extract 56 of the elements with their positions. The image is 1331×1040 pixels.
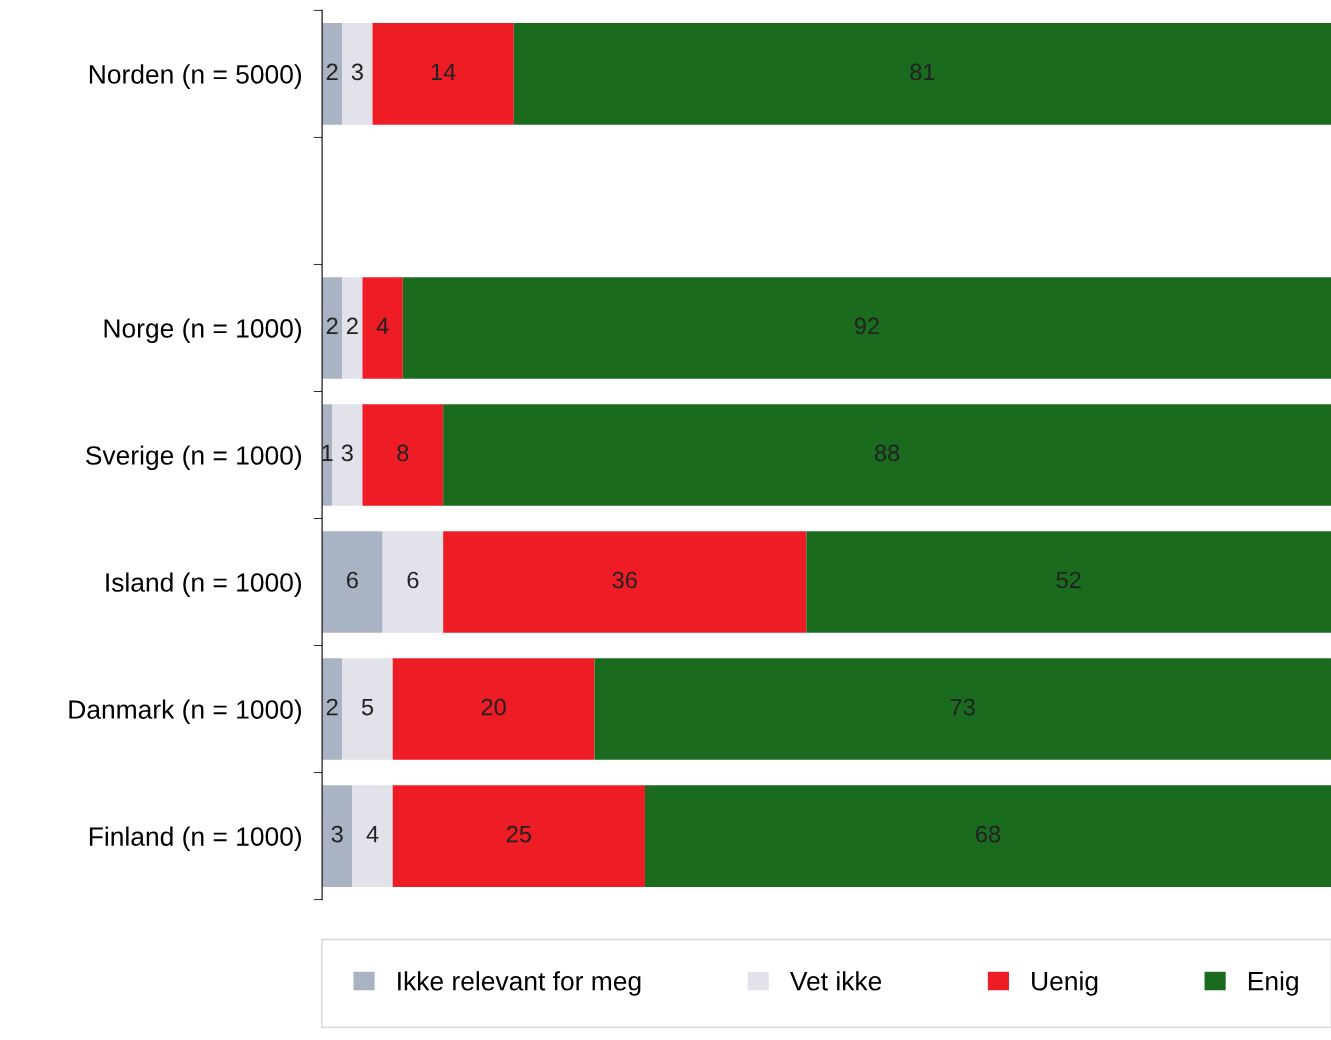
bar [382,531,444,633]
data-label: 4 [366,825,379,843]
data-label: 2 [326,317,338,335]
bar [372,23,514,125]
bar [342,658,393,760]
legend-label: Ikke relevant for meg [398,971,641,996]
bar [513,23,1331,125]
legend-label: Uenig [1032,971,1098,996]
bar [332,404,363,506]
legend-label: Enig [1248,971,1298,996]
y-tick-label: Sverige (n = 1000) [86,445,302,471]
data-label: 73 [950,698,975,716]
bar [322,785,353,887]
bar [644,785,1331,887]
bar [443,531,807,633]
data-label: 5 [361,698,374,716]
data-label: 14 [431,63,456,81]
bar [322,658,343,760]
y-tick-label: Danmark (n = 1000) [69,699,302,725]
bar [392,658,595,760]
data-label: 68 [976,825,1001,843]
bar [342,23,373,125]
data-label: 3 [331,825,343,843]
bar [322,277,343,379]
data-label: 8 [397,444,409,462]
bar [322,531,383,633]
data-label: 52 [1056,571,1081,589]
bar [402,277,1331,379]
bar [443,404,1331,506]
bar [594,658,1331,760]
y-tick-label: Norden (n = 5000) [89,64,302,89]
data-label: 2 [346,317,358,335]
data-label: 92 [854,317,879,335]
data-label: 4 [376,317,389,335]
bar [362,277,403,379]
data-label: 6 [407,571,419,589]
data-label: 3 [351,63,363,81]
y-tick-label: Norge (n = 1000) [104,318,302,344]
legend-label: Vet ikke [789,971,882,991]
bar [322,23,343,125]
y-tick-label: Finland (n = 1000) [89,826,302,852]
bar [362,404,444,506]
bar [342,277,363,379]
bar [806,531,1331,633]
data-label: 6 [347,571,358,589]
y-tick-label: Island (n = 1000) [106,572,302,598]
data-label: 2 [326,698,338,716]
data-label: 36 [612,571,637,589]
bar [392,785,645,887]
data-label: 20 [481,698,506,716]
data-label: 25 [506,825,531,843]
data-label: 81 [910,63,935,81]
data-label: 2 [326,63,338,81]
data-label: 88 [874,444,900,462]
data-label: 3 [341,444,353,462]
bar [352,785,393,887]
